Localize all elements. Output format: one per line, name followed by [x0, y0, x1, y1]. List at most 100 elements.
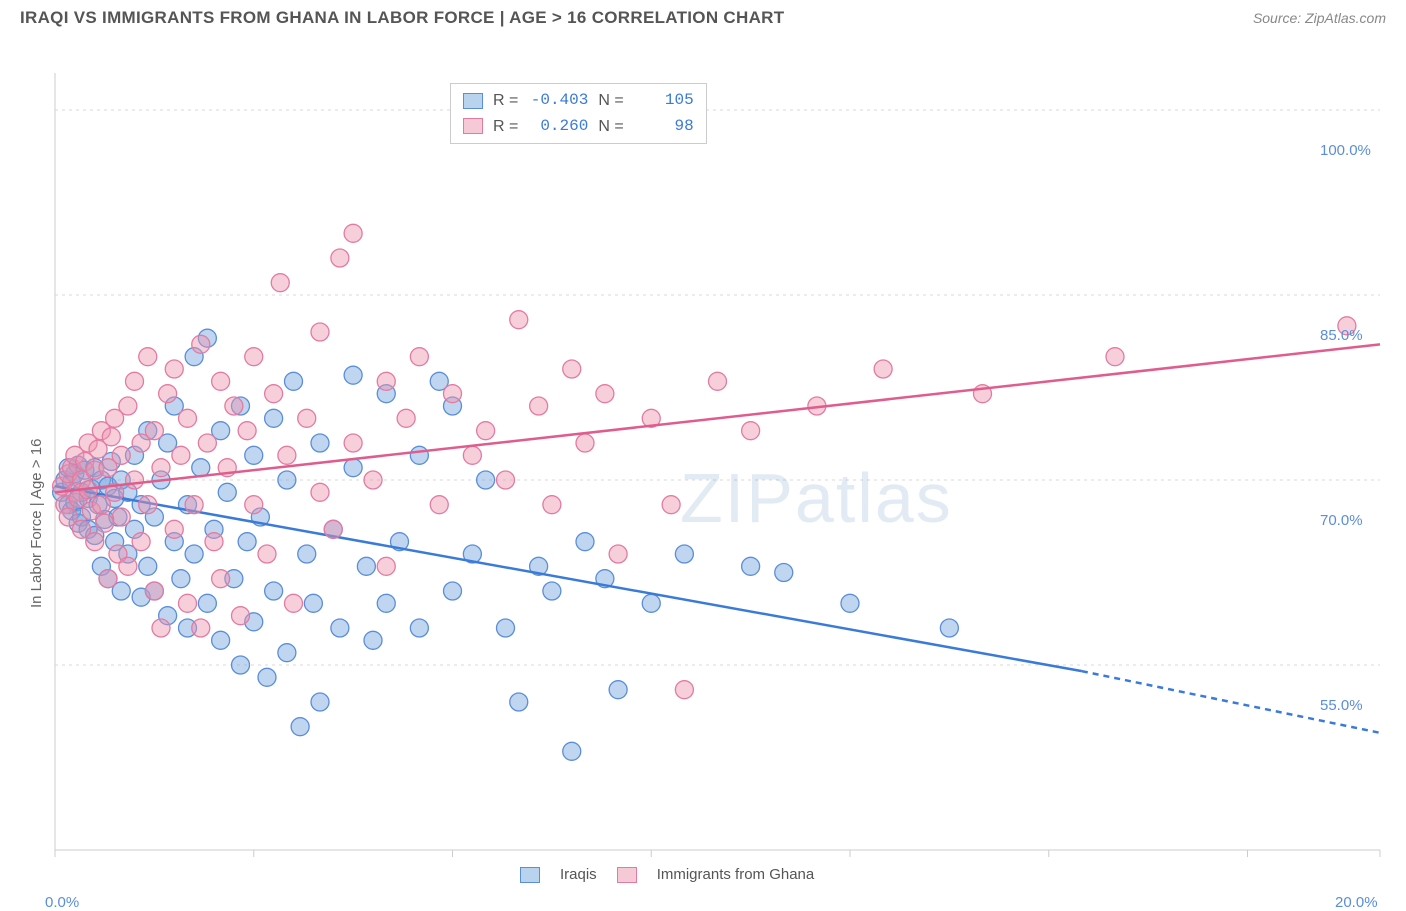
data-point	[377, 557, 395, 575]
data-point	[205, 533, 223, 551]
legend-label: Immigrants from Ghana	[657, 866, 815, 883]
series-legend: Iraqis Immigrants from Ghana	[520, 866, 814, 883]
data-point	[477, 422, 495, 440]
r-value: -0.403	[528, 88, 588, 114]
data-point	[675, 681, 693, 699]
data-point	[212, 570, 230, 588]
data-point	[444, 582, 462, 600]
data-point	[357, 557, 375, 575]
data-point	[377, 594, 395, 612]
y-axis-label: In Labor Force | Age > 16	[28, 439, 45, 608]
data-point	[145, 582, 163, 600]
data-point	[212, 631, 230, 649]
data-point	[265, 409, 283, 427]
data-point	[311, 483, 329, 501]
data-point	[410, 446, 428, 464]
data-point	[139, 557, 157, 575]
data-point	[662, 496, 680, 514]
data-point	[165, 360, 183, 378]
data-point	[86, 533, 104, 551]
stat-label: N =	[598, 88, 623, 114]
data-point	[291, 718, 309, 736]
data-point	[278, 446, 296, 464]
data-point	[510, 693, 528, 711]
data-point	[344, 459, 362, 477]
data-point	[742, 557, 760, 575]
data-point	[96, 514, 114, 532]
legend-swatch	[520, 867, 540, 883]
data-point	[344, 434, 362, 452]
data-point	[238, 533, 256, 551]
data-point	[444, 385, 462, 403]
data-point	[271, 274, 289, 292]
n-value: 105	[634, 88, 694, 114]
y-tick-label: 100.0%	[1320, 142, 1371, 159]
n-value: 98	[634, 114, 694, 140]
y-tick-label: 85.0%	[1320, 327, 1363, 344]
data-point	[165, 520, 183, 538]
data-point	[126, 372, 144, 390]
data-point	[430, 496, 448, 514]
data-point	[102, 428, 120, 446]
data-point	[497, 471, 515, 489]
data-point	[510, 311, 528, 329]
data-point	[212, 372, 230, 390]
data-point	[410, 619, 428, 637]
data-point	[258, 668, 276, 686]
data-point	[477, 471, 495, 489]
data-point	[377, 372, 395, 390]
data-point	[119, 397, 137, 415]
trend-line	[55, 486, 1082, 671]
stat-label: N =	[598, 114, 623, 140]
data-point	[179, 409, 197, 427]
data-point	[563, 742, 581, 760]
data-point	[258, 545, 276, 563]
chart-header: IRAQI VS IMMIGRANTS FROM GHANA IN LABOR …	[0, 0, 1406, 28]
legend-swatch	[463, 93, 483, 109]
data-point	[245, 348, 263, 366]
scatter-plot-svg	[0, 28, 1406, 888]
data-point	[874, 360, 892, 378]
data-point	[397, 409, 415, 427]
data-point	[179, 594, 197, 612]
data-point	[543, 496, 561, 514]
data-point	[192, 619, 210, 637]
data-point	[172, 446, 190, 464]
data-point	[152, 619, 170, 637]
data-point	[642, 594, 660, 612]
y-tick-label: 55.0%	[1320, 697, 1363, 714]
data-point	[410, 348, 428, 366]
data-point	[192, 335, 210, 353]
data-point	[218, 483, 236, 501]
data-point	[112, 446, 130, 464]
data-point	[198, 434, 216, 452]
y-tick-label: 70.0%	[1320, 512, 1363, 529]
chart-title: IRAQI VS IMMIGRANTS FROM GHANA IN LABOR …	[20, 8, 784, 28]
source-attribution: Source: ZipAtlas.com	[1253, 10, 1386, 26]
data-point	[563, 360, 581, 378]
data-point	[198, 594, 216, 612]
data-point	[245, 496, 263, 514]
data-point	[298, 545, 316, 563]
data-point	[232, 607, 250, 625]
data-point	[185, 545, 203, 563]
correlation-stats-legend: R =-0.403N =105R =0.260N =98	[450, 83, 707, 144]
data-point	[285, 372, 303, 390]
data-point	[285, 594, 303, 612]
trend-line	[55, 344, 1380, 492]
data-point	[145, 422, 163, 440]
legend-swatch	[617, 867, 637, 883]
legend-label: Iraqis	[560, 866, 597, 883]
data-point	[775, 564, 793, 582]
data-point	[311, 693, 329, 711]
data-point	[364, 631, 382, 649]
data-point	[463, 446, 481, 464]
data-point	[265, 385, 283, 403]
data-point	[543, 582, 561, 600]
data-point	[126, 471, 144, 489]
data-point	[311, 323, 329, 341]
data-point	[245, 446, 263, 464]
data-point	[576, 434, 594, 452]
data-point	[112, 508, 130, 526]
stat-label: R =	[493, 88, 518, 114]
